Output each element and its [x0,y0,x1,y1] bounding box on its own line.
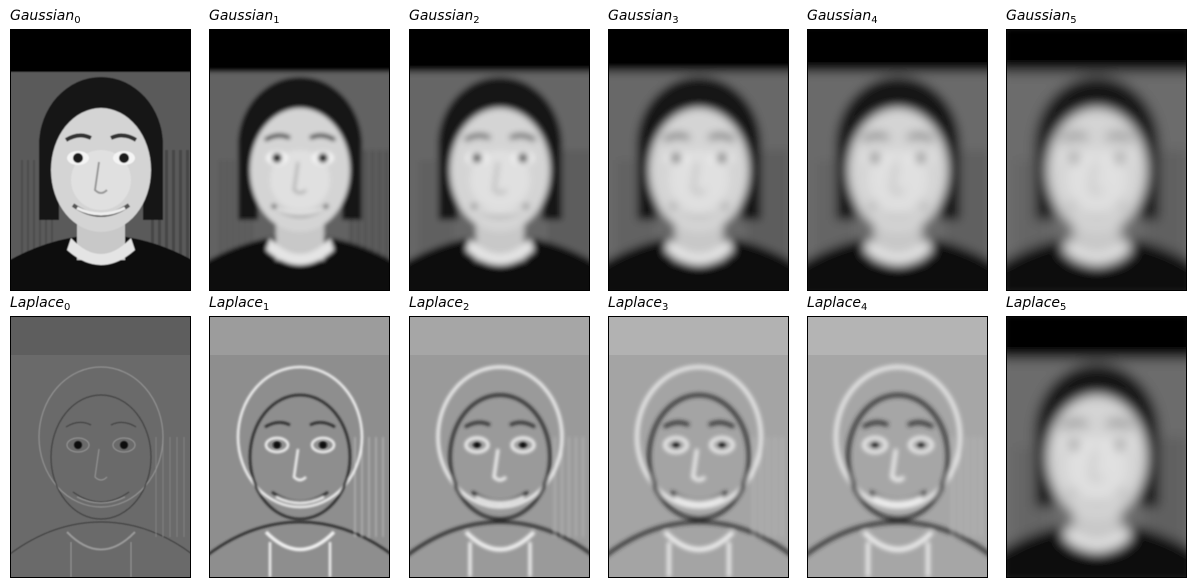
panel-title: Laplace4 [807,294,867,317]
panel-title-name: Gaussian [807,8,872,24]
laplace-background [11,317,190,577]
panel-title-subscript: 0 [74,15,81,26]
panel-title-name: Gaussian [409,8,474,24]
image-frame [209,29,390,291]
panel-title-subscript: 4 [861,302,868,313]
panel-title-subscript: 1 [263,302,270,313]
panel-title: Laplace3 [608,294,668,317]
image-frame [608,29,789,291]
panel-title-subscript: 2 [473,15,480,26]
portrait-image [1007,317,1186,577]
panel-title-name: Laplace [608,295,663,311]
pyramid-image [1007,317,1186,577]
pyramid-image [410,30,589,290]
image-frame [10,316,191,578]
panel-title-subscript: 0 [64,302,71,313]
panel-title-name: Gaussian [1006,8,1071,24]
panel-title-name: Laplace [807,295,862,311]
pyramid-image [609,30,788,290]
portrait-image [210,30,389,290]
image-frame [807,316,988,578]
panel-title-name: Laplace [1006,295,1061,311]
panel-title-subscript: 3 [662,302,669,313]
panel-title-name: Laplace [10,295,65,311]
pyramid-image [210,317,389,577]
panel-title: Gaussian4 [807,7,878,30]
pyramid-image [410,317,589,577]
panel-title-name: Gaussian [608,8,673,24]
pyramid-image [808,30,987,290]
pyramid-image [1007,30,1186,290]
panel-title-subscript: 1 [273,15,280,26]
panel-title: Gaussian2 [409,7,480,30]
panel-title: Laplace0 [10,294,70,317]
pyramid-image [609,317,788,577]
image-frame [807,29,988,291]
laplace-edges [11,366,190,577]
panel-title-subscript: 5 [1060,302,1067,313]
portrait-image [808,30,987,290]
panel-title-subscript: 2 [463,302,470,313]
panel-title-subscript: 4 [871,15,878,26]
panel-title: Gaussian3 [608,7,679,30]
panel-title: Gaussian0 [10,7,81,30]
panel-title: Laplace2 [409,294,469,317]
panel-title: Laplace1 [209,294,269,317]
image-frame [608,316,789,578]
portrait-image [410,30,589,290]
image-frame [409,316,590,578]
panel-title-name: Gaussian [209,8,274,24]
panel-title-subscript: 5 [1070,15,1077,26]
portrait-image [11,30,190,290]
panel-title: Gaussian1 [209,7,280,30]
image-frame [1006,316,1187,578]
pyramid-image [808,317,987,577]
image-frame [10,29,191,291]
laplace-edges [808,365,987,577]
pyramid-image [11,30,190,290]
pyramid-image [210,30,389,290]
panel-title-name: Laplace [409,295,464,311]
portrait-image [609,30,788,290]
image-frame [1006,29,1187,291]
panel-title-name: Gaussian [10,8,75,24]
laplace-edges [210,365,389,577]
panel-title-name: Laplace [209,295,264,311]
image-frame [209,316,390,578]
panel-title: Laplace5 [1006,294,1066,317]
panel-title: Gaussian5 [1006,7,1077,30]
laplace-edges [410,365,589,577]
image-frame [409,29,590,291]
pyramid-image [11,317,190,577]
laplace-edges [609,365,788,577]
portrait-image [1007,30,1186,290]
panel-title-subscript: 3 [672,15,679,26]
